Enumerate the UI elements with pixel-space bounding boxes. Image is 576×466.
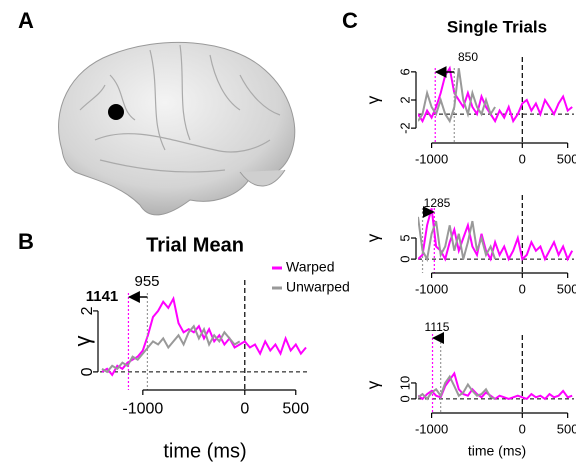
legend-label: Unwarped <box>286 279 350 295</box>
x-tick-label: 500 <box>282 400 309 417</box>
y-tick-label: 0 <box>397 256 412 263</box>
annotation: 955 <box>134 273 159 290</box>
y-tick-label: 2 <box>79 306 96 315</box>
y-tick-label: -2 <box>397 122 412 134</box>
x-tick-label: -1000 <box>415 152 448 167</box>
x-axis-label: time (ms) <box>468 443 526 459</box>
annotation: 1285 <box>424 196 451 210</box>
x-tick-label: -1000 <box>415 422 448 437</box>
x-tick-label: 500 <box>557 422 576 437</box>
x-axis-label: time (ms) <box>163 440 246 462</box>
y-tick-label: 10 <box>397 376 412 390</box>
y-tick-label: 5 <box>397 234 412 241</box>
series-line <box>418 68 496 124</box>
x-tick-label: 0 <box>519 152 526 167</box>
series-line <box>101 295 307 377</box>
series-line <box>101 324 241 374</box>
brain-image <box>58 41 296 216</box>
panel-label: B <box>18 229 34 254</box>
chart-title: Trial Mean <box>146 234 244 256</box>
y-tick-label: 0 <box>397 395 412 402</box>
x-tick-label: 500 <box>557 152 576 167</box>
series-line <box>418 216 497 263</box>
legend-label: Warped <box>286 259 335 275</box>
y-tick-label: 0 <box>79 367 96 376</box>
x-tick-label: 0 <box>519 282 526 297</box>
x-tick-label: 500 <box>557 282 576 297</box>
x-tick-label: 0 <box>240 400 249 417</box>
series-line <box>418 374 496 401</box>
annotation: 1115 <box>425 320 450 334</box>
annotation: 850 <box>458 50 478 64</box>
annotation: 1141 <box>86 288 119 305</box>
chart-title: Single Trials <box>447 17 547 36</box>
y-tick-label: 2 <box>397 96 412 103</box>
y-axis-label: γ <box>363 380 382 389</box>
x-tick-label: -1000 <box>415 282 448 297</box>
series-line <box>418 208 574 262</box>
y-axis-label: γ <box>363 95 382 104</box>
y-axis-label: γ <box>70 336 95 347</box>
panel-label: A <box>18 8 34 33</box>
x-tick-label: 0 <box>519 422 526 437</box>
x-tick-label: -1000 <box>122 400 163 417</box>
y-tick-label: 6 <box>397 68 412 75</box>
series-line <box>418 65 573 124</box>
panel-label: C <box>342 8 358 33</box>
y-axis-label: γ <box>363 233 382 242</box>
